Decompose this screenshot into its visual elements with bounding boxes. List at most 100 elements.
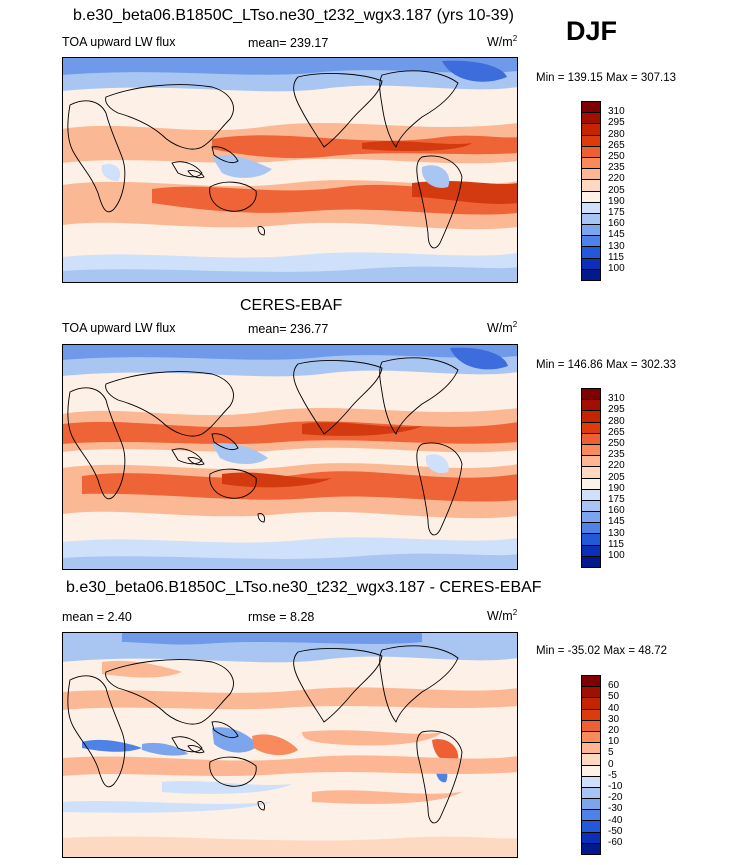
colorbar-tick-label: 130 [608,527,625,539]
colorbar-swatch [582,754,600,766]
colorbar-swatch [582,146,600,158]
colorbar-swatch [582,180,600,192]
colorbar-swatch [582,269,600,281]
panel-1-units: W/m2 [487,34,518,50]
panel-3-map-svg [62,632,518,858]
panel-1-colorbar [581,101,601,281]
colorbar-tick-label: 100 [608,263,625,274]
panel-1-colorbar-boxes [581,101,601,281]
colorbar-swatch [582,556,600,568]
panel-1-title: b.e30_beta06.B1850C_LTso.ne30_t232_wgx3.… [73,7,514,24]
colorbar-swatch [582,776,600,788]
colorbar-tick-label: 265 [608,139,625,151]
colorbar-swatch [582,512,600,524]
colorbar-swatch [582,709,600,721]
panel-3-colorbar-boxes [581,675,601,855]
colorbar-tick-label: 115 [608,538,624,550]
colorbar-tick-label: 190 [608,195,625,207]
colorbar-tick-label: 205 [608,471,625,483]
colorbar-tick-label: 220 [608,173,625,185]
colorbar-tick-label: -30 [608,803,623,815]
colorbar-tick-label: 50 [608,691,620,703]
colorbar-swatch [582,258,600,270]
colorbar-swatch [582,821,600,833]
panel-2-minmax: Min = 146.86 Max = 302.33 [536,359,677,371]
colorbar-tick-label: -50 [608,825,623,837]
colorbar-tick-label: 10 [608,736,620,748]
colorbar-tick-label: 190 [608,482,625,494]
colorbar-tick-label: -5 [608,769,617,781]
panel-1-map [62,57,518,283]
panel-1-variable-label: TOA upward LW flux [62,35,176,49]
colorbar-swatch [582,102,600,114]
colorbar-tick-label: 250 [608,151,625,162]
colorbar-swatch [582,213,600,226]
colorbar-swatch [582,478,600,490]
colorbar-tick-label: -10 [608,781,623,792]
colorbar-tick-label: -40 [608,814,623,826]
colorbar-tick-label: 220 [608,460,625,472]
colorbar-swatch [582,523,600,535]
colorbar-swatch [582,411,600,423]
panel-2-mean-label: mean= 236.77 [248,322,329,336]
colorbar-swatch [582,731,600,744]
panel-2-map-svg [62,344,518,570]
panel-2-title: CERES-EBAF [240,297,343,314]
panel-2-map [62,344,518,570]
colorbar-tick-label: 280 [608,128,625,140]
colorbar-tick-label: -20 [608,792,623,804]
colorbar-tick-label: 145 [608,229,625,241]
colorbar-swatch [582,456,600,468]
colorbar-tick-label: 0 [608,758,614,770]
colorbar-tick-label: 235 [608,162,625,174]
colorbar-tick-label: 20 [608,725,620,736]
colorbar-swatch [582,832,600,844]
colorbar-swatch [582,799,600,811]
colorbar-tick-label: 310 [608,106,625,118]
colorbar-tick-label: 175 [608,494,625,505]
panel-2-variable-label: TOA upward LW flux [62,321,176,335]
colorbar-swatch [582,124,600,136]
colorbar-tick-label: -60 [608,837,623,848]
panel-1-map-svg [62,57,518,283]
colorbar-swatch [582,534,600,546]
colorbar-tick-label: 205 [608,184,625,196]
colorbar-tick-label: 265 [608,426,625,438]
panel-3-rmse-label: rmse = 8.28 [248,610,315,624]
colorbar-tick-label: 310 [608,393,625,405]
colorbar-swatch [582,113,600,125]
colorbar-tick-label: 295 [608,404,625,416]
colorbar-tick-label: 160 [608,218,625,230]
colorbar-swatch [582,202,600,214]
colorbar-tick-label: 250 [608,438,625,449]
colorbar-swatch [582,720,600,732]
panel-1-minmax: Min = 139.15 Max = 307.13 [536,72,677,84]
panel-2-colorbar [581,388,601,568]
colorbar-swatch [582,422,600,434]
colorbar-swatch [582,389,600,401]
colorbar-tick-label: 30 [608,713,620,725]
colorbar-swatch [582,169,600,181]
colorbar-swatch [582,191,600,203]
colorbar-tick-label: 295 [608,117,625,129]
colorbar-swatch [582,225,600,237]
colorbar-swatch [582,698,600,710]
colorbar-swatch [582,467,600,479]
colorbar-swatch [582,489,600,501]
colorbar-swatch [582,843,600,855]
colorbar-swatch [582,765,600,777]
colorbar-tick-label: 100 [608,550,625,561]
colorbar-tick-label: 130 [608,240,625,252]
panel-2-colorbar-boxes [581,388,601,568]
colorbar-tick-label: 280 [608,415,625,427]
panel-2-units: W/m2 [487,320,518,336]
colorbar-tick-label: 160 [608,505,625,517]
colorbar-swatch [582,787,600,800]
panel-3-colorbar [581,675,601,855]
panel-3-title: b.e30_beta06.B1850C_LTso.ne30_t232_wgx3.… [66,579,542,596]
colorbar-swatch [582,400,600,412]
colorbar-swatch [582,135,600,147]
colorbar-tick-label: 235 [608,449,625,461]
colorbar-swatch [582,676,600,688]
colorbar-tick-label: 115 [608,251,624,263]
